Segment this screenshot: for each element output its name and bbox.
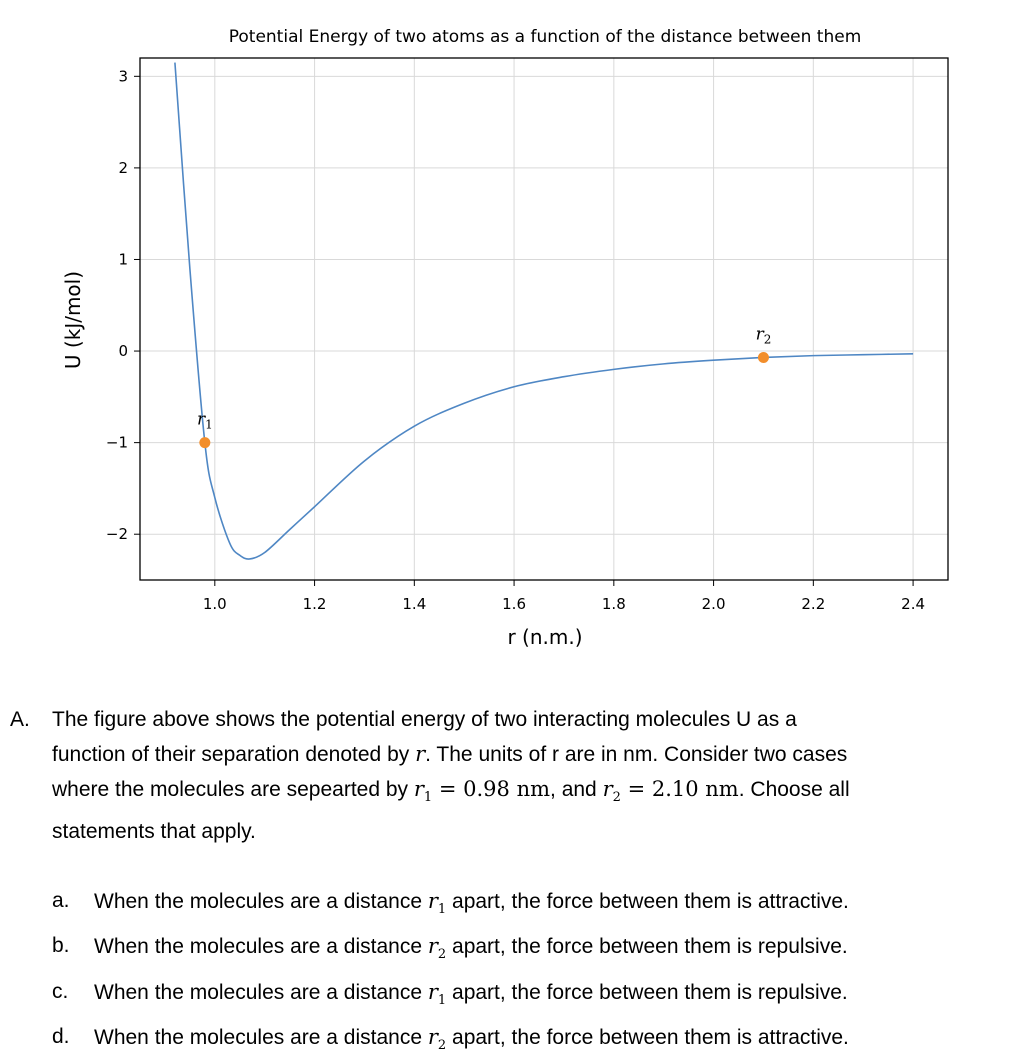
grid — [140, 58, 948, 580]
answer-options: a. When the molecules are a distance r1 … — [10, 883, 1020, 1064]
option-symbol: r — [427, 934, 438, 959]
option-pre: When the molecules are a distance — [94, 1025, 428, 1049]
question-line-3b: . Choose all — [738, 778, 850, 801]
point-r2-label: r2 — [756, 324, 772, 346]
question-block: A. The figure above shows the potential … — [10, 703, 1020, 1064]
option-symbol: r — [427, 979, 438, 1004]
option-subscript: 2 — [437, 1037, 447, 1053]
option-d[interactable]: d. When the molecules are a distance r2 … — [52, 1019, 1020, 1064]
question-line-2b: . The units of r are in nm. Consider two… — [425, 743, 848, 766]
y-tick-label: −1 — [106, 434, 128, 452]
point-r1-marker — [199, 437, 211, 449]
x-tick-label: 1.8 — [602, 595, 626, 613]
highlight-points: r1 r2 — [197, 324, 772, 449]
question-text: The figure above shows the potential ene… — [52, 703, 1020, 849]
question-line-3mid: , and — [550, 778, 603, 801]
option-subscript: 2 — [437, 947, 447, 963]
r2-value: = 2.10 nm — [620, 777, 739, 801]
y-tick-label: 2 — [118, 159, 128, 177]
option-subscript: 1 — [437, 902, 447, 918]
y-tick-label: 3 — [118, 67, 128, 85]
option-letter: d. — [52, 1024, 70, 1048]
question-line-3a: where the molecules are sepearted by — [52, 778, 414, 801]
x-tick-label: 2.4 — [901, 595, 925, 613]
plot-frame — [139, 57, 949, 581]
r2-subscript: 2 — [612, 790, 621, 806]
question-line-1: The figure above shows the potential ene… — [52, 708, 797, 731]
option-text: When the molecules are a distance r2 apa… — [94, 928, 848, 973]
r1-subscript: 1 — [423, 790, 433, 806]
option-letter: c. — [52, 979, 69, 1003]
question-line-4: statements that apply. — [52, 820, 256, 844]
axis-ticks: 1.0 1.2 1.4 1.6 1.8 2.0 2.2 2.4 3 2 1 0 −1 −2 — [106, 67, 925, 613]
potential-curve — [174, 62, 914, 560]
x-tick-label: 1.6 — [502, 595, 526, 613]
option-post: apart, the force between them is repulsi… — [446, 935, 848, 959]
x-axis-label: r (n.m.) — [507, 625, 582, 649]
r2-symbol: r — [602, 777, 613, 801]
x-tick-label: 2.0 — [702, 595, 726, 613]
x-tick-label: 1.0 — [203, 595, 227, 613]
option-post: apart, the force between them is attract… — [446, 1025, 849, 1049]
var-r: r — [415, 742, 426, 766]
question-line-2a: function of their separation denoted by — [52, 743, 416, 766]
option-pre: When the molecules are a distance — [94, 890, 428, 914]
question-letter: A. — [10, 708, 30, 731]
y-tick-label: 0 — [118, 342, 128, 360]
option-pre: When the molecules are a distance — [94, 935, 428, 959]
x-tick-label: 2.2 — [801, 595, 825, 613]
option-text: When the molecules are a distance r2 apa… — [94, 1019, 849, 1064]
option-a[interactable]: a. When the molecules are a distance r1 … — [52, 883, 1020, 928]
y-tick-label: 1 — [118, 250, 128, 268]
question-stem: A. The figure above shows the potential … — [10, 703, 1020, 849]
x-tick-label: 1.2 — [303, 595, 327, 613]
option-letter: b. — [52, 934, 70, 958]
point-r1-label: r1 — [197, 410, 213, 432]
chart-title: Potential Energy of two atoms as a funct… — [229, 27, 862, 47]
option-symbol: r — [427, 889, 438, 914]
r1-value: = 0.98 nm — [432, 777, 551, 801]
option-post: apart, the force between them is attract… — [446, 890, 849, 914]
point-r2-marker — [757, 351, 769, 363]
potential-energy-chart: Potential Energy of two atoms as a funct… — [61, 27, 949, 649]
option-b[interactable]: b. When the molecules are a distance r2 … — [52, 928, 1020, 973]
option-text: When the molecules are a distance r1 apa… — [94, 883, 849, 928]
option-text: When the molecules are a distance r1 apa… — [94, 974, 848, 1019]
option-pre: When the molecules are a distance — [94, 980, 428, 1004]
option-letter: a. — [52, 889, 70, 913]
option-subscript: 1 — [437, 992, 447, 1008]
y-tick-label: −2 — [106, 525, 128, 543]
option-c[interactable]: c. When the molecules are a distance r1 … — [52, 974, 1020, 1019]
x-tick-label: 1.4 — [402, 595, 426, 613]
option-post: apart, the force between them is repulsi… — [446, 980, 848, 1004]
y-axis-label: U (kJ/mol) — [61, 271, 85, 369]
r1-symbol: r — [413, 777, 424, 801]
option-symbol: r — [427, 1024, 438, 1049]
